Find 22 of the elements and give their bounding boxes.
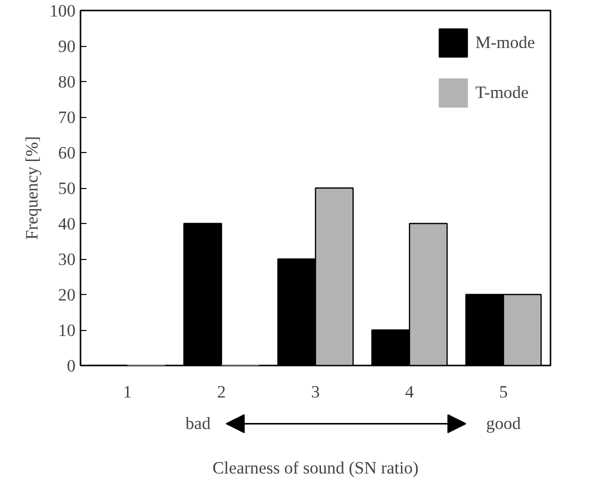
legend-label: M-mode bbox=[475, 32, 535, 52]
y-axis-title: Frequency [%] bbox=[22, 136, 42, 240]
text: bad bbox=[185, 414, 211, 434]
y-tick-label: 30 bbox=[58, 250, 76, 269]
text: good bbox=[486, 414, 522, 434]
y-tick-label: 70 bbox=[58, 108, 76, 127]
y-tick-label: 60 bbox=[58, 144, 76, 162]
y-tick-label: 50 bbox=[58, 179, 76, 198]
x-axis-title: Clearness of sound (SN ratio) bbox=[212, 458, 419, 478]
x-tick-label: 1 bbox=[123, 382, 132, 402]
y-tick-label: 90 bbox=[58, 37, 76, 56]
x-tick-label: 2 bbox=[217, 382, 226, 402]
x-tick-label: 5 bbox=[499, 382, 508, 402]
y-tick-label: 40 bbox=[58, 214, 76, 234]
x-tick-label: 3 bbox=[311, 382, 320, 402]
y-tick-label: 20 bbox=[58, 286, 76, 304]
y-tick-label: 100 bbox=[50, 2, 76, 20]
y-tick-label: 80 bbox=[58, 72, 76, 92]
y-tick-label: 10 bbox=[58, 321, 76, 340]
legend-label: T-mode bbox=[475, 82, 529, 102]
x-tick-label: 4 bbox=[405, 382, 414, 402]
y-tick-label: 0 bbox=[66, 356, 76, 376]
